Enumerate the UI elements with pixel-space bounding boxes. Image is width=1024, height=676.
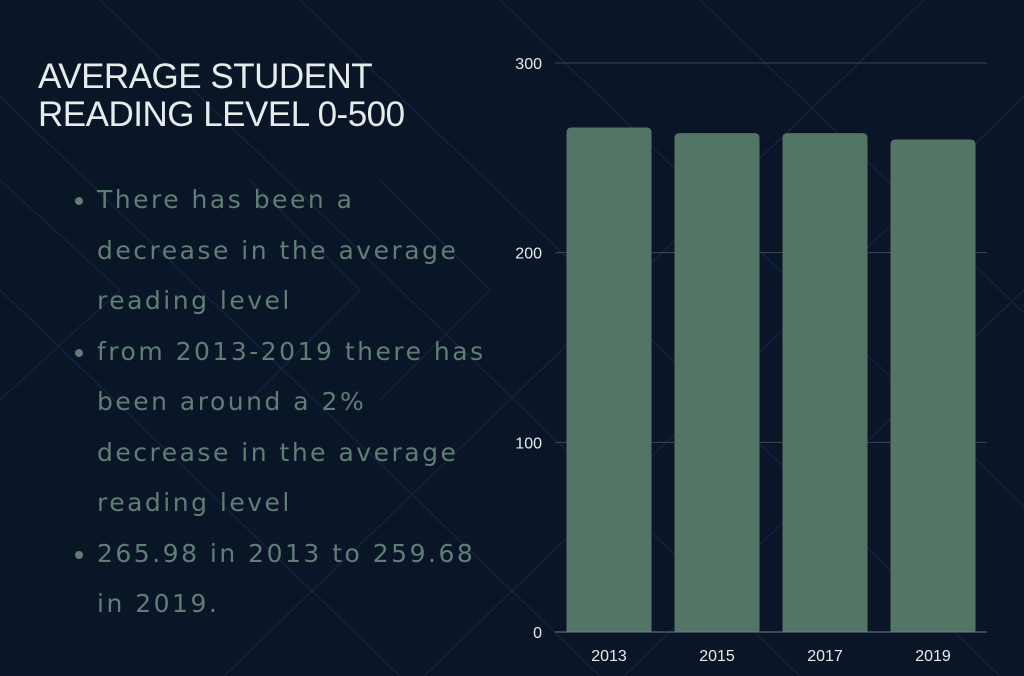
y-tick-label: 300 xyxy=(515,56,542,73)
bar-2015 xyxy=(674,133,760,632)
y-tick-label: 100 xyxy=(515,435,542,452)
y-tick-label: 200 xyxy=(515,246,542,263)
bullet-text: 265.98 in 2013 to 259.68 in 2019. xyxy=(97,538,476,619)
title-line-2: READING LEVEL 0-500 xyxy=(38,95,405,134)
title-line-1: AVERAGE STUDENT xyxy=(38,57,373,96)
bar-2013 xyxy=(566,127,652,632)
bullet-item: 265.98 in 2013 to 259.68 in 2019. xyxy=(72,529,492,630)
x-tick-label: 2017 xyxy=(807,648,843,665)
y-tick-label: 0 xyxy=(533,625,542,642)
bullet-dot-icon xyxy=(75,348,83,357)
bullet-text: from 2013-2019 there has been around a 2… xyxy=(97,336,486,518)
slide-title: AVERAGE STUDENT READING LEVEL 0-500 xyxy=(38,58,405,134)
bullet-item: from 2013-2019 there has been around a 2… xyxy=(72,327,492,529)
bullet-dot-icon xyxy=(75,197,83,205)
bar-2017 xyxy=(782,133,868,632)
bar-2019 xyxy=(890,139,976,632)
x-tick-label: 2019 xyxy=(915,648,951,665)
bullet-dot-icon xyxy=(75,550,83,559)
x-tick-label: 2015 xyxy=(699,648,735,665)
bullet-text: There has been a decrease in the average… xyxy=(97,185,459,315)
x-tick-label: 2013 xyxy=(591,648,627,665)
bullet-list: There has been a decrease in the average… xyxy=(72,175,492,630)
bullet-item: There has been a decrease in the average… xyxy=(72,175,492,327)
